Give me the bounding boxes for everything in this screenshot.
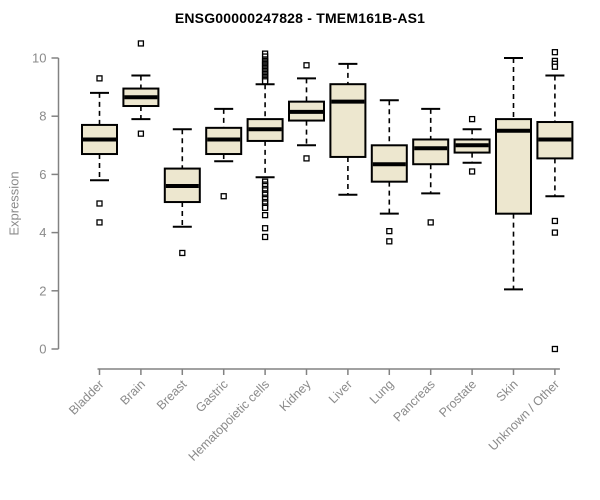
outlier-point xyxy=(96,219,103,226)
outlier-point xyxy=(551,229,559,236)
boxplot-brain xyxy=(122,40,160,137)
y-tick-label: 8 xyxy=(39,109,46,124)
y-axis: 0 2 4 6 8 10 xyxy=(32,51,60,357)
x-tick-label: Pancreas xyxy=(391,377,438,424)
y-tick-label: 2 xyxy=(39,283,46,298)
outlier-point xyxy=(386,238,393,245)
boxplot-liver xyxy=(329,62,367,196)
outlier-point xyxy=(137,40,145,47)
outlier-point xyxy=(427,219,434,226)
boxplot-unknown-other xyxy=(536,49,574,353)
outlier-point xyxy=(261,233,269,241)
x-tick-label: Kidney xyxy=(277,377,314,414)
boxplot-gastric xyxy=(205,107,243,200)
x-tick-label: Skin xyxy=(494,377,521,404)
boxplot-kidney xyxy=(288,62,325,162)
boxplot-bladder xyxy=(81,75,118,226)
boxplot-pancreas xyxy=(412,107,450,226)
y-tick-label: 0 xyxy=(39,342,46,357)
x-tick-label: Liver xyxy=(326,377,355,406)
outlier-point xyxy=(179,249,186,257)
boxplot-breast xyxy=(163,128,201,257)
outlier-point xyxy=(96,75,103,82)
outlier-point xyxy=(220,193,227,200)
x-tick-label: Gastric xyxy=(193,377,231,415)
y-tick-label: 4 xyxy=(39,225,46,240)
outlier-point xyxy=(468,168,476,175)
boxplot-lung xyxy=(370,99,408,245)
outlier-point xyxy=(261,211,269,219)
chart-title: ENSG00000247828 - TMEM161B-AS1 xyxy=(174,10,426,26)
x-tick-label: Prostate xyxy=(436,377,479,420)
outlier-point xyxy=(386,227,393,235)
boxplot-hematopoietic-cells xyxy=(246,50,284,241)
x-tick-label: Bladder xyxy=(66,377,106,417)
outlier-point xyxy=(96,200,103,207)
x-tick-label: Lung xyxy=(367,377,397,407)
outlier-point xyxy=(468,115,476,123)
x-tick-label: Unknown / Other xyxy=(486,377,562,453)
outlier-point xyxy=(551,345,559,353)
outlier-point xyxy=(261,204,269,212)
x-tick-label: Brain xyxy=(117,377,148,408)
x-tick-label: Hematopoietic cells xyxy=(186,377,273,464)
outlier-point xyxy=(551,217,559,225)
outlier-point xyxy=(261,78,269,85)
outlier-point xyxy=(137,130,145,137)
x-tick-label: Breast xyxy=(154,377,190,413)
outlier-point xyxy=(261,225,269,232)
boxplot-prostate xyxy=(453,115,491,175)
y-tick-label: 10 xyxy=(32,51,46,66)
outlier-point xyxy=(303,155,310,162)
outlier-point xyxy=(551,63,559,70)
y-tick-label: 6 xyxy=(39,167,46,182)
outlier-point xyxy=(303,62,310,69)
outlier-point xyxy=(551,49,559,56)
boxplot-skin xyxy=(495,57,532,291)
